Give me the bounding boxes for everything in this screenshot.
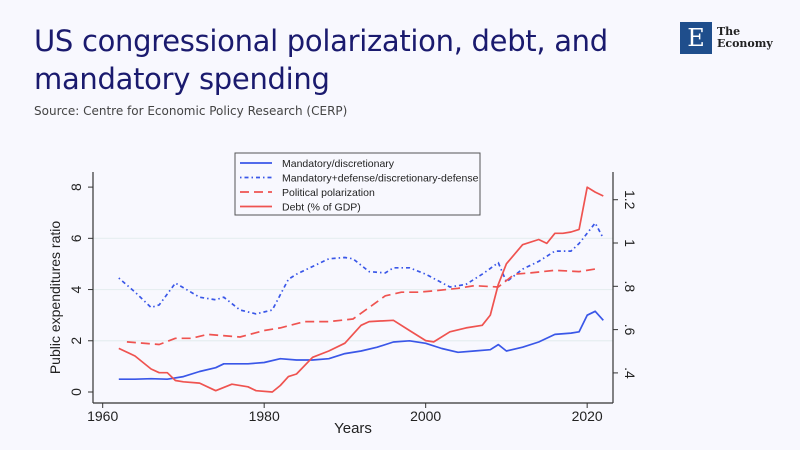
y-axis-label: Public expenditures ratio bbox=[47, 221, 63, 375]
page-title: US congressional polarization, debt, and… bbox=[34, 24, 608, 96]
y-tick-label-right: .6 bbox=[622, 324, 638, 336]
series-line-0 bbox=[118, 310, 604, 381]
y-tick-label-left: 2 bbox=[68, 337, 84, 345]
legend-label: Mandatory/discretionary bbox=[282, 158, 395, 170]
y-tick-label-right: .8 bbox=[622, 280, 638, 292]
y-tick-label-right: 1.2 bbox=[622, 190, 638, 210]
series-line-3 bbox=[118, 186, 604, 393]
x-tick-label: 2000 bbox=[410, 408, 441, 424]
logo-mark-icon: E bbox=[680, 22, 712, 54]
legend-label: Political polarization bbox=[282, 187, 375, 199]
legend-box bbox=[234, 152, 481, 216]
x-tick-label: 1980 bbox=[249, 408, 280, 424]
logo-text-economy: Economy bbox=[717, 37, 773, 50]
legend-label: Mandatory+defense/discretionary-defense bbox=[282, 173, 479, 185]
series-line-1 bbox=[118, 222, 605, 315]
y-tick-label-right: 1 bbox=[622, 239, 638, 247]
logo-text-the: The bbox=[717, 25, 741, 38]
y-tick-label-left: 6 bbox=[68, 234, 84, 242]
y-tick-label-left: 8 bbox=[68, 183, 84, 191]
x-tick-label: 2020 bbox=[572, 408, 603, 424]
logo-letter: E bbox=[687, 24, 705, 52]
y-tick-label-left: 4 bbox=[68, 285, 84, 293]
the-economy-logo: E The Economy bbox=[680, 22, 773, 54]
legend-label: Debt (% of GDP) bbox=[282, 202, 361, 214]
legend: Mandatory/discretionary Mandatory+defense… bbox=[234, 152, 481, 216]
source-note: Source: Centre for Economic Policy Resea… bbox=[34, 104, 348, 118]
x-tick-label: 1960 bbox=[87, 408, 118, 424]
y-tick-label-left: 0 bbox=[68, 388, 84, 396]
series-line-2 bbox=[126, 268, 596, 346]
y-tick-label-right: .4 bbox=[622, 367, 638, 379]
x-axis-label: Years bbox=[334, 420, 372, 437]
